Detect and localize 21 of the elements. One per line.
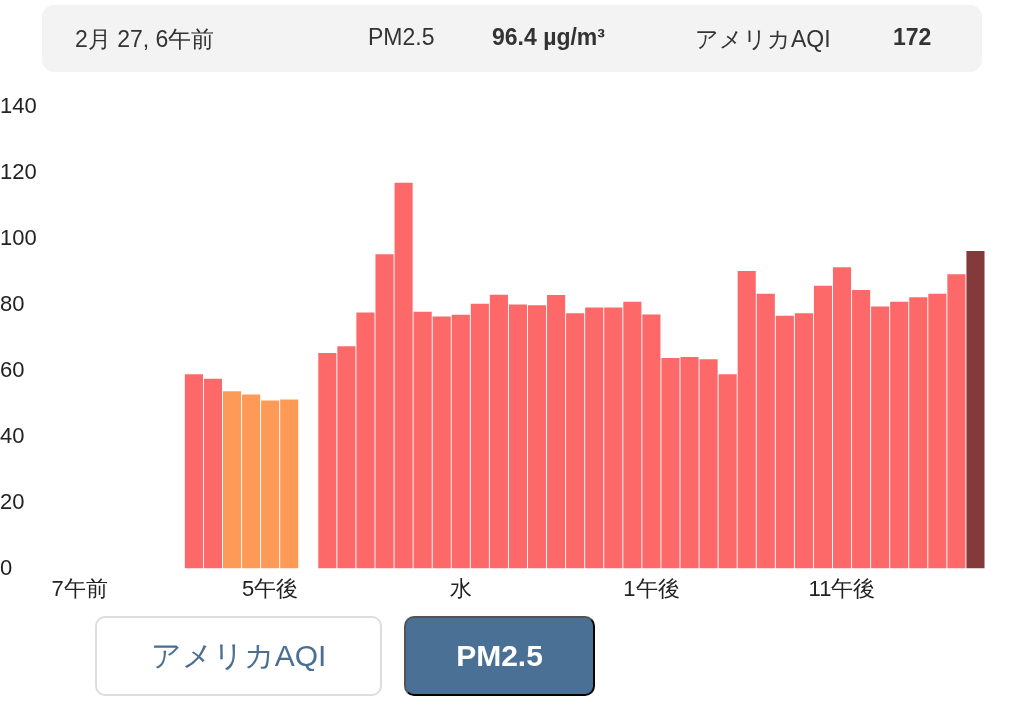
text: 2月 27, 6午前 bbox=[75, 25, 215, 54]
y-tick-label: 140 bbox=[0, 93, 37, 119]
text: 172 bbox=[893, 24, 932, 51]
x-tick-label: 11午後 bbox=[808, 575, 876, 601]
y-tick-label: 40 bbox=[0, 422, 25, 448]
text: 96.4 µg/m³ bbox=[492, 24, 605, 51]
y-tick-label: 120 bbox=[0, 159, 37, 185]
x-tick-label: 1午後 bbox=[623, 575, 680, 601]
y-tick-label: 0 bbox=[0, 554, 13, 580]
text: アメリカAQI bbox=[695, 25, 831, 54]
x-tick-label: 5午後 bbox=[242, 575, 299, 601]
text: PM2.5 bbox=[404, 616, 595, 696]
y-tick-label: 100 bbox=[0, 225, 37, 251]
x-tick-label: 7午前 bbox=[51, 575, 108, 601]
y-tick-label: 20 bbox=[0, 488, 25, 514]
y-tick-label: 80 bbox=[0, 291, 25, 317]
bar bbox=[966, 250, 985, 569]
x-tick-label: 水 bbox=[449, 575, 472, 601]
text: アメリカAQI bbox=[95, 616, 382, 696]
text: PM2.5 bbox=[368, 24, 435, 51]
y-tick-label: 60 bbox=[0, 356, 25, 382]
